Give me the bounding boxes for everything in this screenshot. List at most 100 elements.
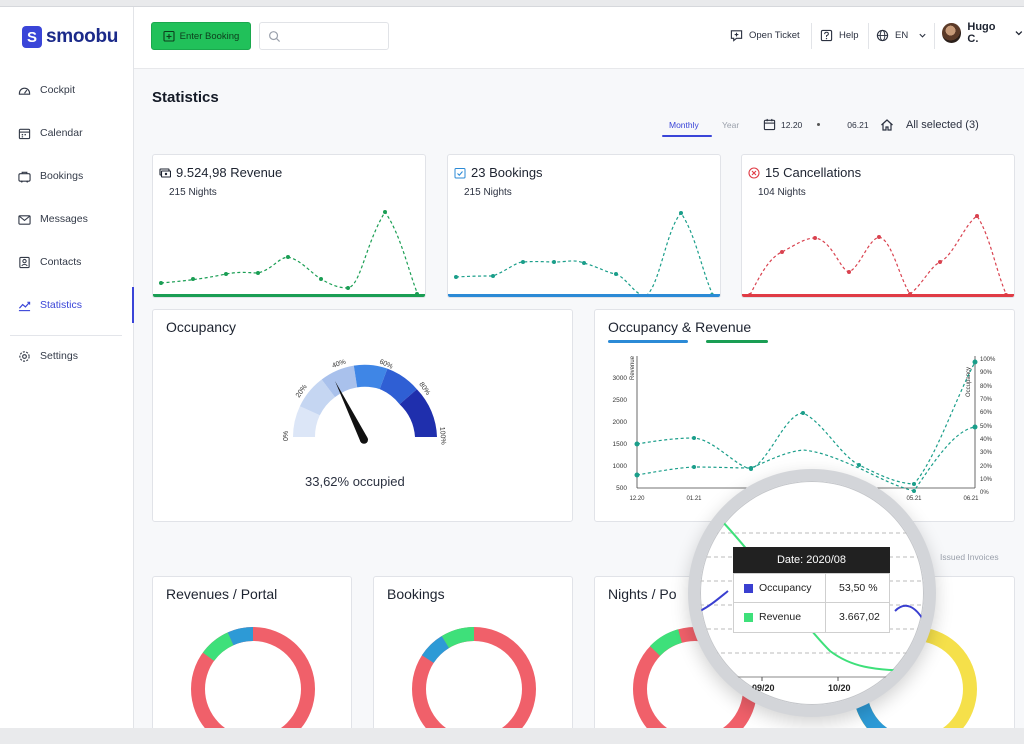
- tab-year[interactable]: Year: [722, 120, 740, 130]
- logo-mark: S: [22, 26, 42, 48]
- sidebar-item-label: Bookings: [40, 170, 84, 182]
- topbar: Enter Booking Open Ticket Help EN Hugo C…: [134, 7, 1024, 69]
- sidebar-item-calendar[interactable]: Calendar: [0, 118, 134, 148]
- left-tick: 2500: [613, 397, 628, 404]
- tooltip-swatch: [744, 584, 753, 593]
- x-tick: 01.21: [686, 496, 702, 502]
- globe-icon: [876, 29, 889, 41]
- sidebar-divider: [10, 335, 122, 336]
- gauge-segment: [321, 365, 358, 398]
- gauge-segment: [399, 389, 437, 437]
- search-input[interactable]: [286, 27, 384, 47]
- right-tick: 60%: [980, 410, 993, 416]
- app-window: S smoobu Cockpit Calendar Bookings Messa…: [0, 6, 1024, 728]
- right-tick: 10%: [980, 477, 993, 483]
- language-select[interactable]: EN: [876, 27, 927, 43]
- right-tick: 90%: [980, 370, 993, 376]
- sidebar-item-messages[interactable]: Messages: [0, 204, 134, 234]
- revenues-portal-donut: [191, 627, 315, 728]
- right-tick: 40%: [980, 437, 993, 443]
- date-range-picker[interactable]: 12.20 06.21: [763, 118, 869, 131]
- revenues-portal-card: Revenues / Portal: [152, 576, 352, 728]
- ticket-icon: [730, 29, 743, 42]
- kpi-title-text: 9.524,98 Revenue: [176, 165, 283, 180]
- magnifier-overlay: 09/20 10/20 Date: 2020/08 Occupancy 53,5…: [688, 469, 936, 717]
- x-tick: 12.20: [629, 496, 645, 502]
- sidebar-item-label: Statistics: [40, 299, 83, 311]
- occupancy-revenue-title: Occupancy & Revenue: [608, 319, 752, 335]
- page-title: Statistics: [152, 89, 219, 106]
- gauge-tick: 40%: [331, 359, 347, 370]
- kpi-bar: [742, 294, 1014, 297]
- property-select[interactable]: All selected (3): [880, 118, 979, 132]
- search-box[interactable]: [259, 22, 389, 50]
- calendar-icon: [18, 128, 31, 139]
- open-ticket-link[interactable]: Open Ticket: [730, 27, 800, 43]
- left-tick: 3000: [613, 375, 628, 382]
- topbar-separator: [934, 23, 935, 49]
- topbar-separator: [811, 23, 812, 49]
- logo[interactable]: S smoobu: [22, 25, 118, 49]
- nights-portal-title: Nights / Po: [608, 586, 677, 602]
- kpi-bar: [153, 294, 425, 297]
- tooltip-divider: [825, 574, 826, 603]
- tooltip-row-name: Occupancy: [759, 582, 812, 594]
- right-tick: 0%: [980, 490, 989, 496]
- legend-revenue: [706, 340, 768, 343]
- help-icon: [820, 29, 833, 41]
- date-from: 12.20: [781, 119, 803, 130]
- gauge-tick: 100%: [438, 427, 447, 445]
- sidebar-item-statistics[interactable]: Statistics: [0, 287, 134, 323]
- chevron-down-icon: [919, 33, 926, 38]
- help-label: Help: [839, 29, 859, 41]
- sidebar-item-label: Cockpit: [40, 84, 76, 96]
- kpi-sub: 104 Nights: [758, 187, 806, 198]
- contacts-icon: [19, 256, 30, 268]
- left-tick: 500: [616, 485, 627, 492]
- right-tick: 20%: [980, 464, 993, 470]
- sidebar-item-cockpit[interactable]: Cockpit: [0, 75, 134, 105]
- kpi-sub: 215 Nights: [169, 187, 217, 198]
- left-tick: 1500: [613, 441, 628, 448]
- x-tick: 05.21: [906, 496, 922, 502]
- open-ticket-label: Open Ticket: [749, 29, 800, 41]
- property-select-label: All selected (3): [906, 119, 979, 131]
- user-menu[interactable]: Hugo C.: [942, 21, 1024, 45]
- sidebar-item-contacts[interactable]: Contacts: [0, 247, 134, 277]
- gauge-pivot: [360, 435, 368, 444]
- help-link[interactable]: Help: [820, 27, 859, 43]
- sidebar: S smoobu Cockpit Calendar Bookings Messa…: [0, 7, 134, 728]
- avatar: [942, 23, 962, 43]
- tooltip-swatch: [744, 613, 753, 622]
- sidebar-item-settings[interactable]: Settings: [0, 341, 134, 371]
- logo-text: smoobu: [46, 26, 119, 47]
- search-icon: [269, 31, 281, 43]
- axis-label: Revenue: [630, 355, 636, 380]
- kpi-sparkline-cancellations: [748, 214, 1008, 297]
- kpi-card-revenue: 9.524,98 Revenue 215 Nights: [152, 154, 426, 298]
- tooltip-row-revenue: Revenue 3.667,02: [734, 603, 889, 632]
- tooltip-row-value: 3.667,02: [839, 611, 880, 623]
- sidebar-item-label: Messages: [40, 213, 88, 225]
- home-icon: [881, 119, 893, 131]
- tooltip-row-value: 53,50 %: [839, 582, 878, 594]
- tab-monthly-underline: [662, 135, 712, 137]
- sidebar-item-bookings[interactable]: Bookings: [0, 161, 134, 191]
- occupancy-value: 33,62% occupied: [305, 474, 405, 489]
- gauge-tick: 0%: [283, 431, 290, 441]
- gauge-needle: [335, 381, 368, 442]
- left-tick: 1000: [613, 463, 628, 470]
- tab-monthly[interactable]: Monthly: [669, 120, 699, 130]
- bookings-donut-title: Bookings: [387, 586, 445, 602]
- enter-booking-button[interactable]: Enter Booking: [151, 22, 251, 50]
- axis-label: Occupancy: [966, 367, 972, 397]
- kpi-title: 23 Bookings: [454, 165, 543, 180]
- gauge-segment: [299, 379, 335, 416]
- kpi-sub: 215 Nights: [464, 187, 512, 198]
- topbar-separator: [868, 23, 869, 49]
- chevron-down-icon: [1015, 31, 1023, 36]
- kpi-card-cancellations: 15 Cancellations 104 Nights: [741, 154, 1015, 298]
- gauge-segment: [353, 364, 388, 390]
- date-separator: [817, 123, 821, 126]
- cancel-icon: [748, 166, 760, 179]
